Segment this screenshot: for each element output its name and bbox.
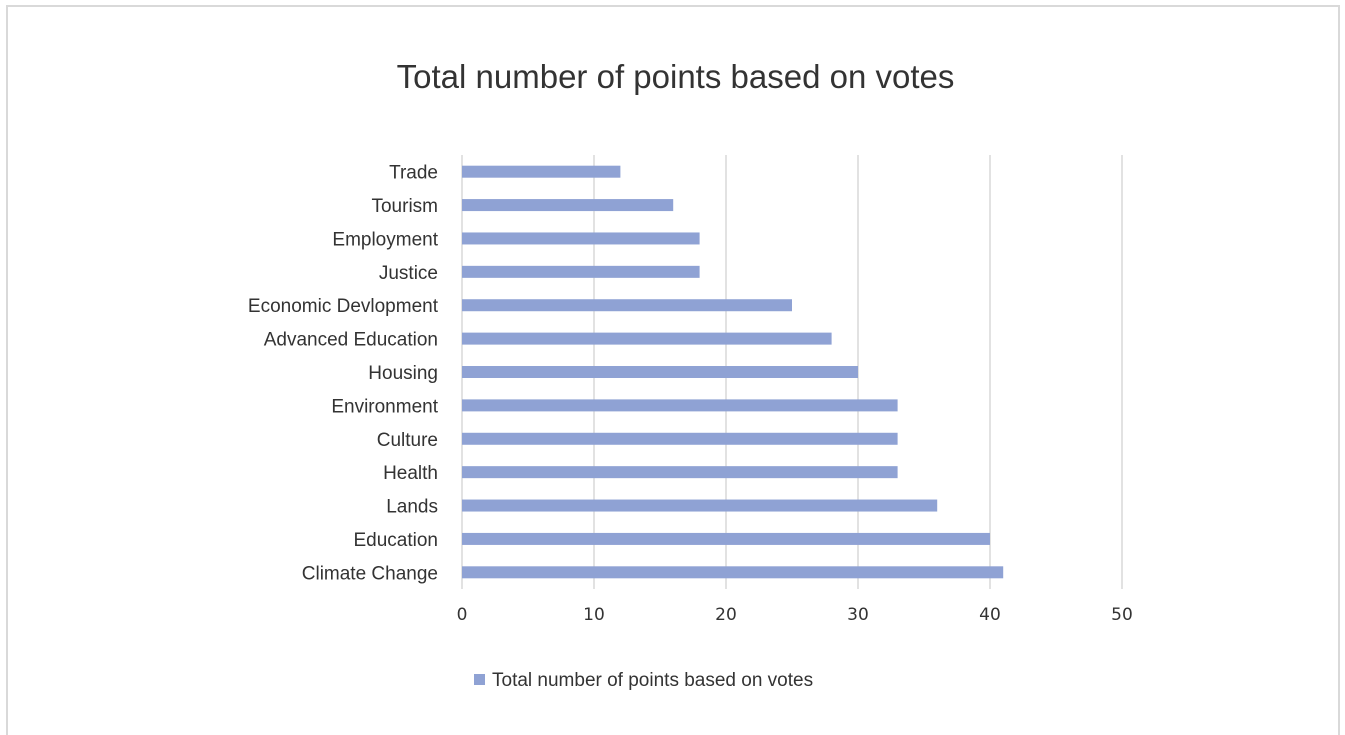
category-label: Climate Change: [302, 563, 438, 584]
bar-series: [462, 165, 1004, 579]
category-label: Advanced Education: [264, 330, 438, 351]
bar-education: [462, 532, 990, 545]
x-tick-label: 50: [1111, 605, 1133, 625]
bar-economic-devlopment: [462, 299, 792, 312]
category-label: Culture: [377, 430, 438, 451]
bar-tourism: [462, 199, 674, 212]
x-tick-label: 0: [457, 605, 468, 625]
bar-environment: [462, 399, 898, 412]
bar-trade: [462, 165, 621, 178]
category-label: Tourism: [371, 196, 438, 217]
bar-employment: [462, 232, 700, 245]
category-labels: Trade Tourism Employment Justice Economic De…: [248, 163, 439, 585]
category-label: Housing: [368, 363, 438, 384]
x-tick-label: 20: [715, 605, 737, 625]
category-label: Trade: [389, 163, 438, 184]
bar-justice: [462, 265, 700, 278]
bar-health: [462, 466, 898, 479]
bar-lands: [462, 499, 938, 512]
category-label: Lands: [386, 497, 438, 518]
chart-title: Total number of points based on votes: [396, 58, 955, 95]
category-label: Economic Devlopment: [248, 296, 439, 317]
legend-swatch: [474, 674, 485, 685]
x-tick-labels: 0 10 20 30 40 50: [457, 605, 1133, 625]
category-label: Environment: [331, 396, 438, 417]
legend: Total number of points based on votes: [474, 670, 813, 691]
x-tick-label: 30: [847, 605, 869, 625]
x-tick-label: 10: [583, 605, 605, 625]
bar-advanced-education: [462, 332, 832, 345]
legend-label: Total number of points based on votes: [492, 670, 813, 691]
bar-climate-change: [462, 566, 1004, 579]
category-label: Justice: [379, 263, 438, 284]
category-label: Employment: [332, 229, 438, 250]
bar-culture: [462, 432, 898, 445]
category-label: Health: [383, 463, 438, 484]
x-tick-label: 40: [979, 605, 1001, 625]
bar-housing: [462, 366, 858, 378]
category-label: Education: [353, 530, 438, 551]
